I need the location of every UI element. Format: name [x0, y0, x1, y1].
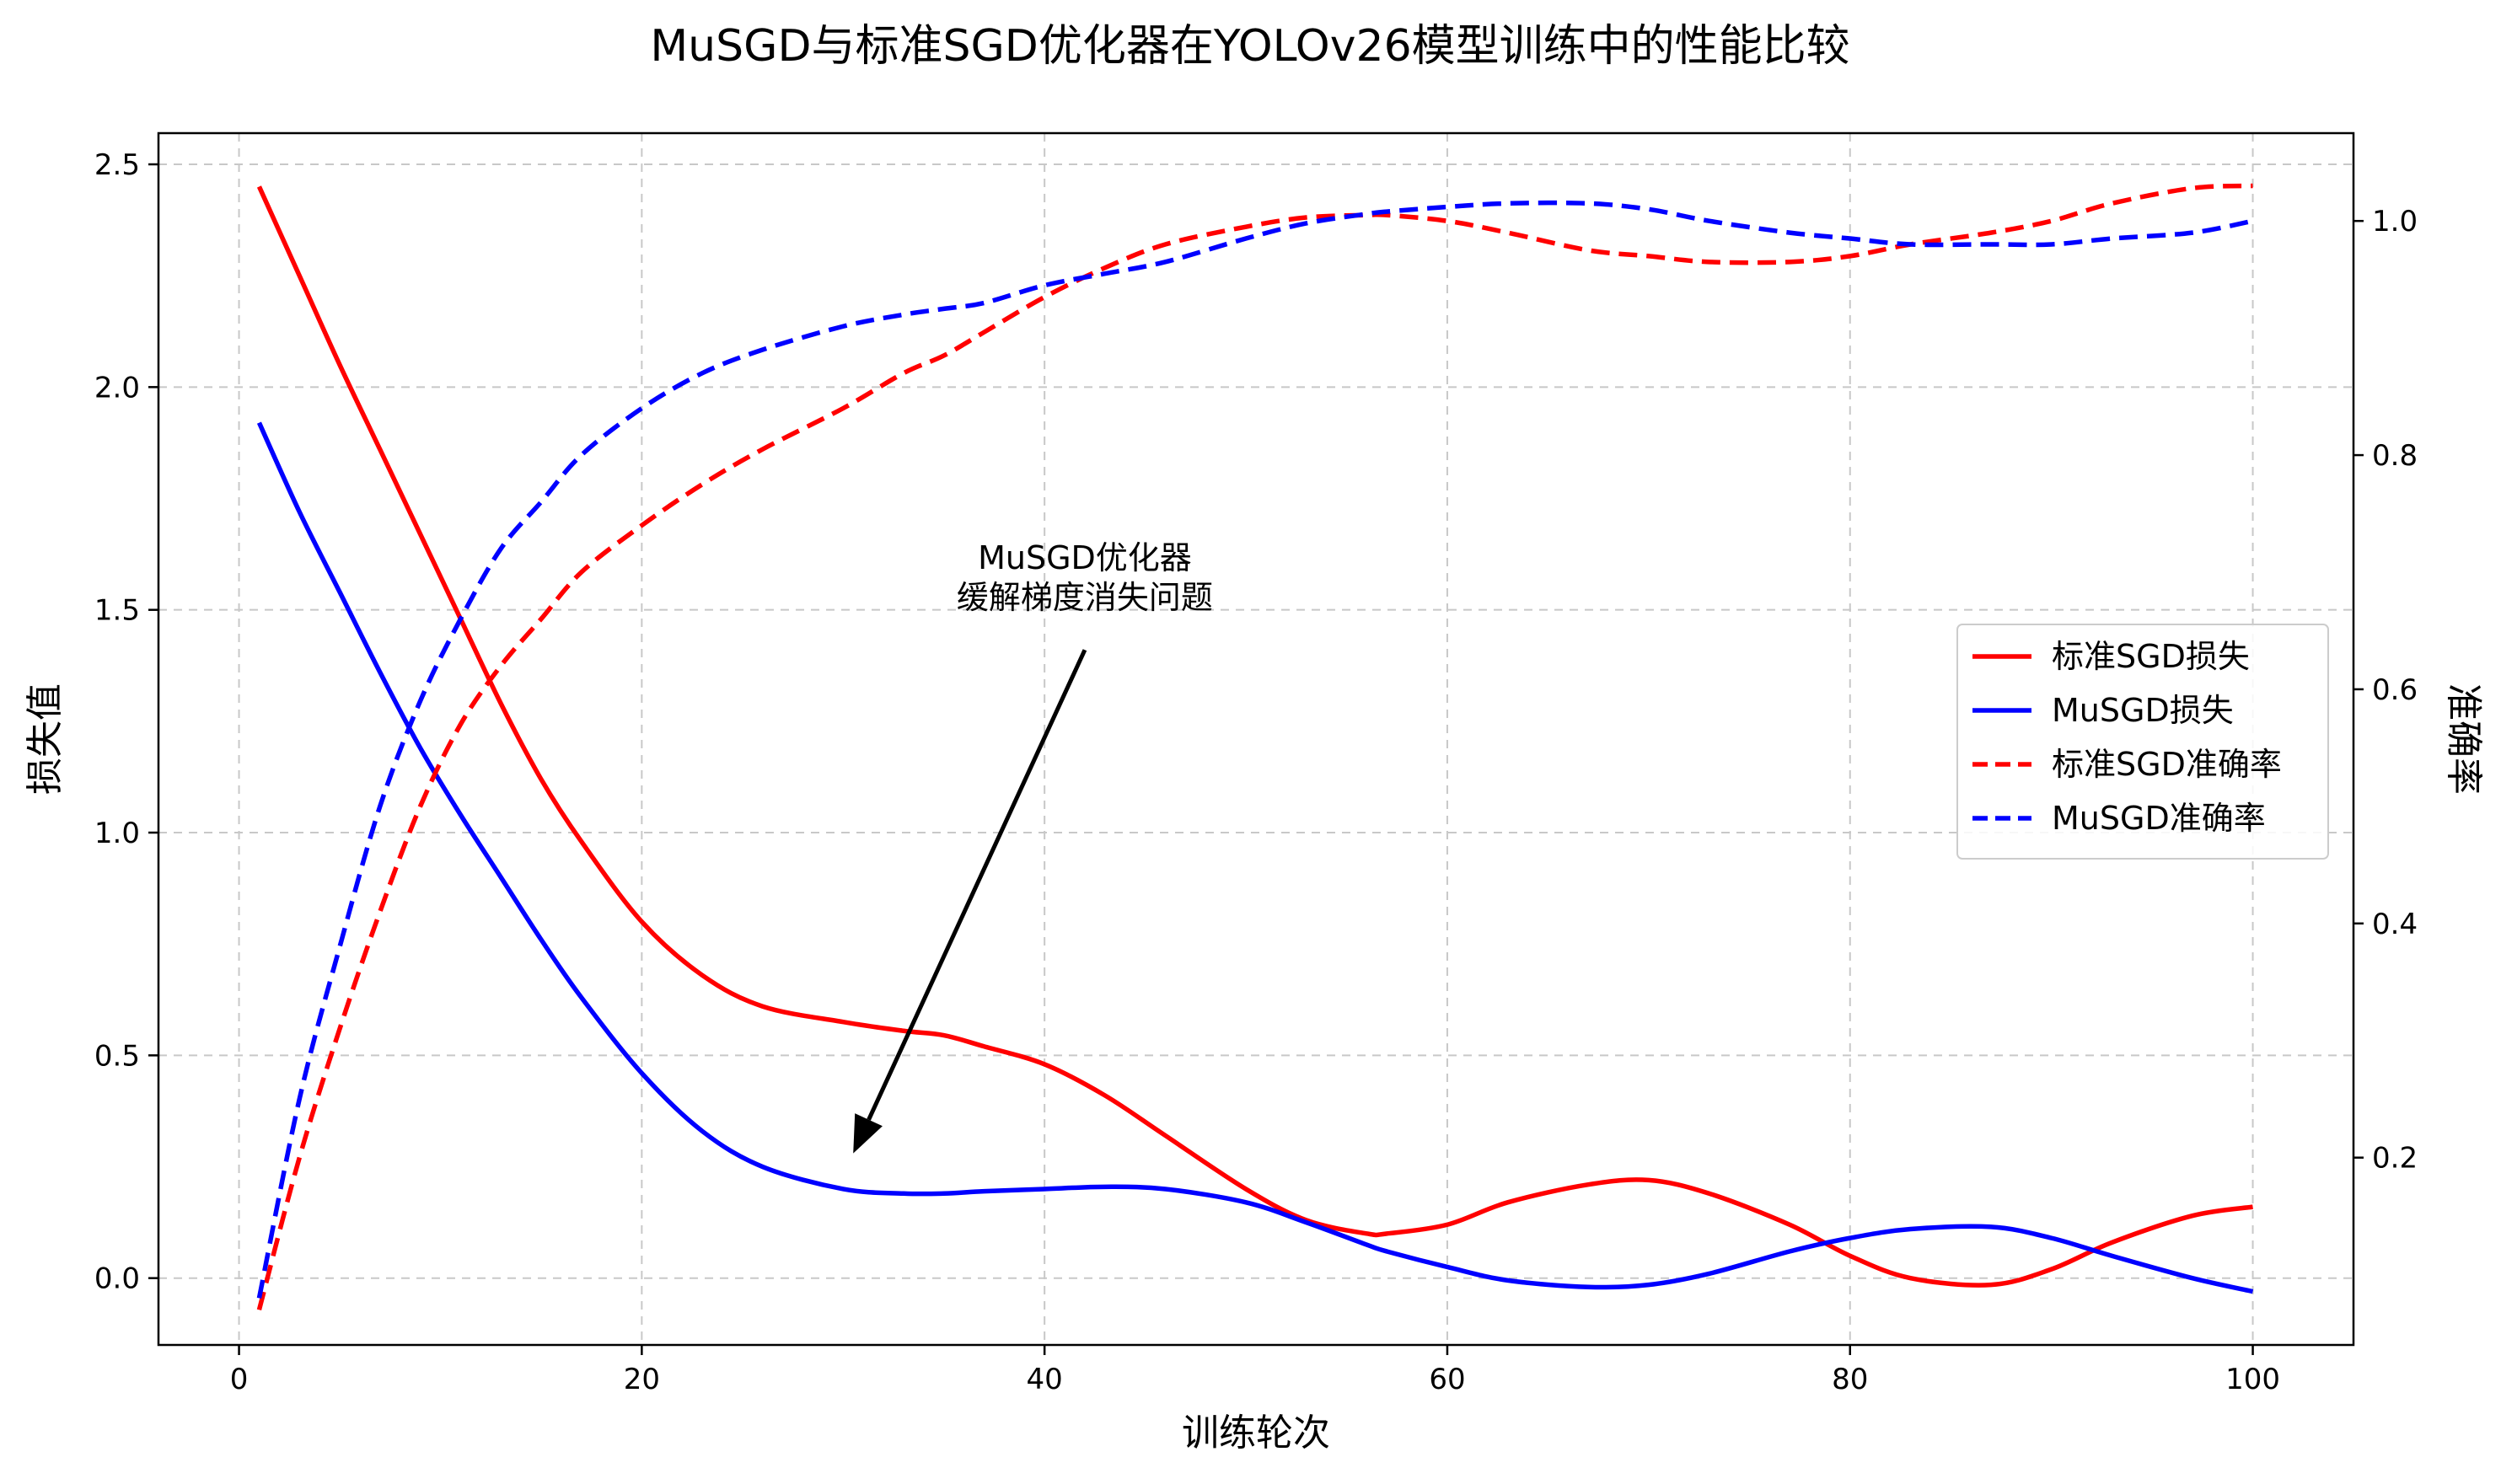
axis-layer: 0 20 40 60 80 100 0.0 0.5 1.0 1.5 2.0 2.5 0.2 0.4 0.6 0…	[94, 148, 2418, 1396]
x-tick-label: 0	[230, 1363, 249, 1396]
annotation-line-1: MuSGD优化器	[978, 539, 1192, 576]
y-axis-left-title: 损失值	[24, 683, 67, 795]
y-left-tick-label: 1.5	[94, 594, 140, 628]
y-right-tick-label: 0.2	[2372, 1142, 2418, 1176]
legend-label: MuSGD损失	[2052, 692, 2234, 729]
chart-title: MuSGD与标准SGD优化器在YOLOv26模型训练中的性能比较	[650, 21, 1849, 72]
y-right-tick-label: 0.6	[2372, 673, 2418, 707]
y-left-tick-label: 0.0	[94, 1262, 140, 1296]
legend-box	[1956, 624, 2329, 860]
y-left-tick-label: 1.0	[94, 817, 140, 850]
series-layer	[256, 183, 2254, 1311]
y-left-tick-label: 2.5	[94, 148, 140, 182]
y-right-tick-label: 0.8	[2372, 439, 2418, 473]
annotation-arrow-head	[853, 1113, 883, 1154]
series-musgd-loss-line	[256, 421, 2254, 1294]
series-musgd-accuracy-line	[256, 200, 2254, 1299]
y-axis-right-title: 准确率	[2442, 683, 2485, 795]
y-right-tick-label: 0.4	[2372, 908, 2418, 941]
plot-frame	[157, 131, 2355, 1347]
y-left-tick-label: 0.5	[94, 1039, 140, 1073]
x-tick-label: 20	[624, 1363, 660, 1396]
x-tick-label: 100	[2225, 1363, 2280, 1396]
legend-label: MuSGD准确率	[2052, 800, 2266, 837]
x-axis-title: 训练轮次	[1182, 1412, 1330, 1455]
annotation-arrow-shaft	[867, 649, 1087, 1121]
x-tick-label: 40	[1027, 1363, 1063, 1396]
grid-layer	[158, 133, 2353, 1345]
series-sgd-accuracy-line	[256, 183, 2253, 1311]
legend-label: 标准SGD损失	[2052, 638, 2250, 675]
x-tick-label: 60	[1429, 1363, 1465, 1396]
series-sgd-loss-line	[256, 185, 2253, 1288]
annotation: MuSGD优化器 缓解梯度消失问题	[853, 539, 1213, 1154]
annotation-line-2: 缓解梯度消失问题	[957, 579, 1213, 616]
legend-label: 标准SGD准确率	[2052, 746, 2282, 783]
x-tick-label: 80	[1832, 1363, 1868, 1396]
y-left-tick-label: 2.0	[94, 371, 140, 404]
y-right-tick-label: 1.0	[2372, 205, 2418, 238]
